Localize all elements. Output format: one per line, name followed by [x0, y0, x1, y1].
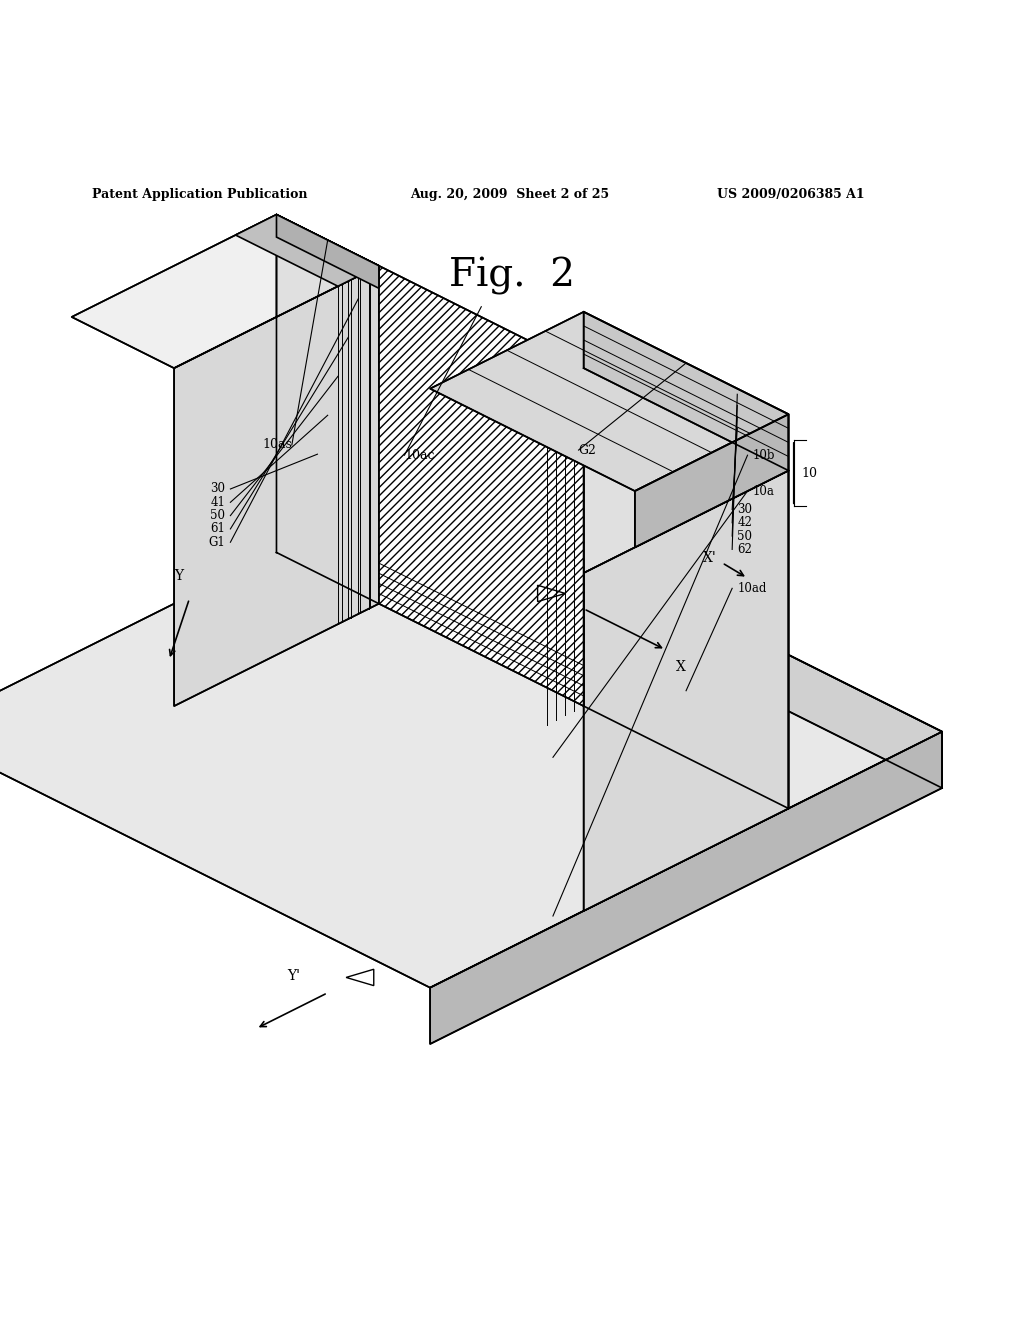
Text: 10: 10 [802, 467, 818, 480]
Text: 10ad: 10ad [737, 582, 767, 595]
Text: 30: 30 [210, 483, 225, 495]
Polygon shape [584, 470, 788, 911]
Text: 10as: 10as [262, 438, 292, 451]
Text: 62: 62 [737, 543, 753, 556]
Text: 30: 30 [737, 503, 753, 516]
Text: US 2009/0206385 A1: US 2009/0206385 A1 [717, 187, 864, 201]
Polygon shape [430, 312, 788, 491]
Text: 42: 42 [737, 516, 753, 529]
Polygon shape [379, 265, 584, 706]
Text: Patent Application Publication: Patent Application Publication [92, 187, 307, 201]
Polygon shape [0, 475, 942, 987]
Polygon shape [430, 475, 942, 788]
Text: 10a: 10a [753, 484, 774, 498]
Text: 50: 50 [737, 529, 753, 543]
Polygon shape [276, 215, 379, 288]
Text: X': X' [703, 550, 717, 565]
Polygon shape [584, 368, 788, 808]
Text: Fig.  2: Fig. 2 [449, 257, 575, 294]
Polygon shape [276, 215, 379, 603]
Text: Y: Y [175, 569, 183, 583]
Text: 10b: 10b [753, 449, 775, 462]
Text: Aug. 20, 2009  Sheet 2 of 25: Aug. 20, 2009 Sheet 2 of 25 [410, 187, 608, 201]
Text: 41: 41 [210, 496, 225, 508]
Text: G1: G1 [209, 536, 225, 549]
Text: X: X [676, 660, 686, 675]
Polygon shape [379, 368, 788, 573]
Polygon shape [635, 414, 788, 548]
Text: 61: 61 [210, 523, 225, 536]
Text: Y': Y' [287, 969, 300, 982]
Polygon shape [174, 265, 379, 706]
Polygon shape [584, 312, 788, 470]
Polygon shape [72, 215, 379, 368]
Text: 10ac: 10ac [404, 449, 435, 462]
Text: 50: 50 [210, 510, 225, 523]
Polygon shape [236, 215, 379, 286]
Polygon shape [430, 731, 942, 1044]
Text: G2: G2 [579, 444, 596, 457]
